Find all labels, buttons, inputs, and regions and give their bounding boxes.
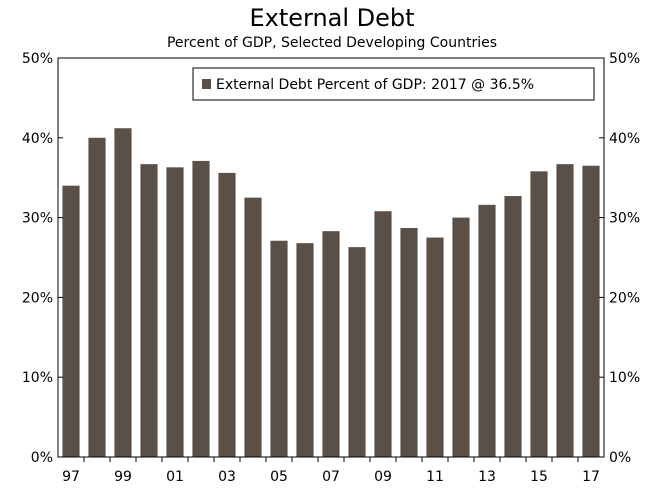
x-tick-label-07: 07 xyxy=(322,469,340,485)
bar-14 xyxy=(504,196,522,458)
y-tick-label-right: 10% xyxy=(609,370,640,386)
bar-98 xyxy=(88,137,106,458)
bar-11 xyxy=(426,237,444,457)
y-tick-label-left: 30% xyxy=(22,211,53,227)
y-tick-label-right: 40% xyxy=(609,131,640,147)
bar-99 xyxy=(114,128,132,457)
bar-17 xyxy=(582,165,600,458)
x-tick-label-11: 11 xyxy=(426,469,444,485)
x-tick-label-97: 97 xyxy=(62,469,80,485)
y-tick-label-left: 40% xyxy=(22,131,53,147)
bar-series xyxy=(62,128,600,458)
bar-09 xyxy=(374,211,392,457)
bar-05 xyxy=(270,240,288,457)
x-axis-ticks: 97 99 01 03 05 07 09 11 13 15 17 xyxy=(62,457,600,485)
legend-box xyxy=(192,67,595,101)
y-tick-label-left: 50% xyxy=(22,51,53,67)
bar-12 xyxy=(452,217,470,457)
bar-06 xyxy=(296,243,314,457)
x-tick-label-15: 15 xyxy=(530,469,548,485)
bar-03 xyxy=(218,172,236,457)
bar-01 xyxy=(166,167,184,457)
bar-00 xyxy=(140,164,158,457)
bar-07 xyxy=(322,231,340,457)
x-tick-label-01: 01 xyxy=(166,469,184,485)
x-tick-label-17: 17 xyxy=(582,469,600,485)
y-tick-label-right: 50% xyxy=(609,51,640,67)
y-tick-label-left: 20% xyxy=(22,290,53,306)
bar-15 xyxy=(530,171,548,457)
legend: External Debt Percent of GDP: 2017 @ 36.… xyxy=(192,67,595,101)
y-tick-label-right: 0% xyxy=(609,450,631,466)
y-tick-label-left: 10% xyxy=(22,370,53,386)
bar-13 xyxy=(478,204,496,457)
bar-04 xyxy=(244,197,262,457)
legend-swatch xyxy=(202,79,211,89)
x-tick-label-99: 99 xyxy=(114,469,132,485)
x-tick-label-05: 05 xyxy=(270,469,288,485)
y-axis-left-ticks: 0% 10% 20% 30% 40% 50% xyxy=(22,51,63,466)
x-tick-label-13: 13 xyxy=(478,469,496,485)
bar-16 xyxy=(556,164,574,457)
x-tick-label-09: 09 xyxy=(374,469,392,485)
y-tick-label-right: 20% xyxy=(609,290,640,306)
bar-10 xyxy=(400,227,418,457)
chart-subtitle: Percent of GDP, Selected Developing Coun… xyxy=(166,35,498,51)
bar-02 xyxy=(192,160,210,457)
y-tick-label-right: 30% xyxy=(609,211,640,227)
y-axis-right-ticks: 0% 10% 20% 30% 40% 50% xyxy=(599,51,640,466)
y-tick-label-left: 0% xyxy=(31,450,53,466)
bar-97 xyxy=(62,185,80,457)
legend-label: External Debt Percent of GDP: 2017 @ 36.… xyxy=(216,77,534,93)
plot-frame xyxy=(57,57,605,458)
chart-title: External Debt xyxy=(249,4,415,32)
x-tick-label-03: 03 xyxy=(218,469,236,485)
bar-08 xyxy=(348,247,366,457)
